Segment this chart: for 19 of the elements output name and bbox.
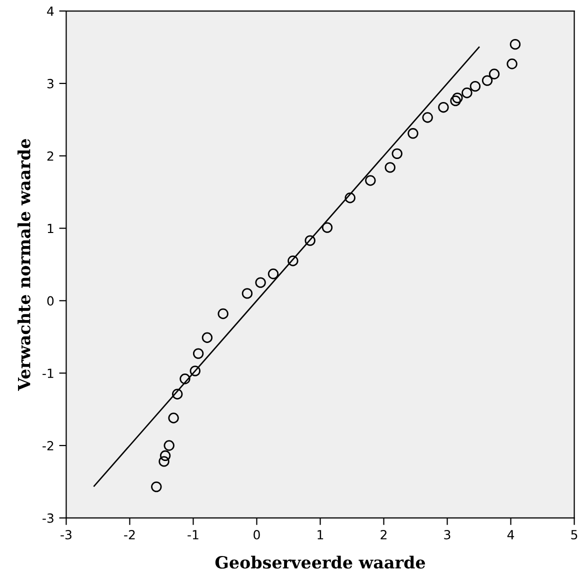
y-tick-label: 2: [47, 151, 54, 161]
y-tick-label: 4: [47, 6, 54, 16]
y-axis-title: Verwachte normale waarde: [17, 138, 30, 391]
y-tick-label: 0: [47, 296, 54, 306]
y-tick-label: 3: [47, 78, 54, 88]
y-tick-label: -2: [42, 440, 54, 450]
x-tick-label: 2: [380, 530, 386, 540]
y-tick-label: 1: [48, 224, 54, 234]
x-axis-title: Geobserveerde waarde: [215, 556, 426, 569]
y-tick-label: -1: [42, 368, 54, 378]
x-tick-label: -1: [188, 530, 198, 540]
x-tick-label: -3: [60, 530, 72, 540]
x-tick-label: -2: [124, 530, 135, 540]
x-tick-label: 0: [254, 530, 260, 540]
y-tick-label: -3: [42, 513, 54, 523]
x-tick-label: 5: [571, 530, 578, 540]
x-tick-label: 1: [318, 530, 324, 540]
x-tick-label: 3: [444, 530, 450, 540]
x-tick-label: 4: [507, 530, 514, 540]
